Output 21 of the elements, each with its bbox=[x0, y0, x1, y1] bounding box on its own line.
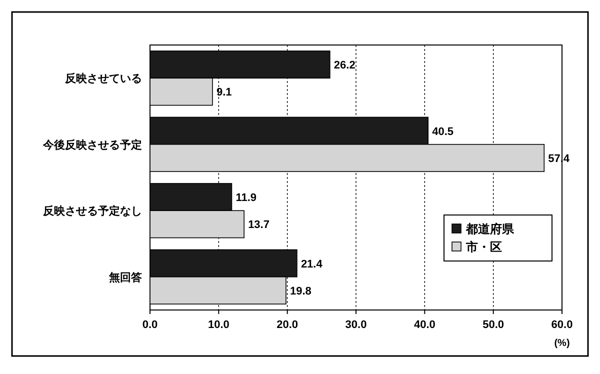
data-label: 13.7 bbox=[248, 219, 270, 232]
data-label: 9.1 bbox=[216, 86, 232, 99]
x-tick-label: 40.0 bbox=[414, 319, 436, 331]
x-axis-title: (%) bbox=[554, 338, 570, 349]
data-label: 21.4 bbox=[300, 258, 324, 270]
x-tick-label: 0.0 bbox=[142, 319, 158, 331]
y-tick-label: 反映させている bbox=[64, 72, 142, 86]
x-tick-label: 10.0 bbox=[208, 319, 230, 331]
data-label: 40.5 bbox=[432, 126, 454, 138]
x-tick-label: 50.0 bbox=[482, 319, 504, 331]
y-tick-label: 無回答 bbox=[108, 270, 143, 284]
data-label: 26.2 bbox=[334, 60, 356, 72]
y-tick-label: 反映させる予定なし bbox=[42, 204, 142, 218]
legend-label: 都道府県 bbox=[465, 222, 515, 236]
data-label: 19.8 bbox=[290, 285, 312, 298]
x-tick-label: 60.0 bbox=[551, 319, 573, 331]
y-tick-label: 今後反映させる予定 bbox=[42, 138, 142, 152]
data-label: 11.9 bbox=[236, 192, 257, 204]
legend-label: 市・区 bbox=[465, 240, 502, 254]
x-tick-label: 30.0 bbox=[345, 319, 367, 331]
x-tick-label: 20.0 bbox=[276, 319, 298, 331]
